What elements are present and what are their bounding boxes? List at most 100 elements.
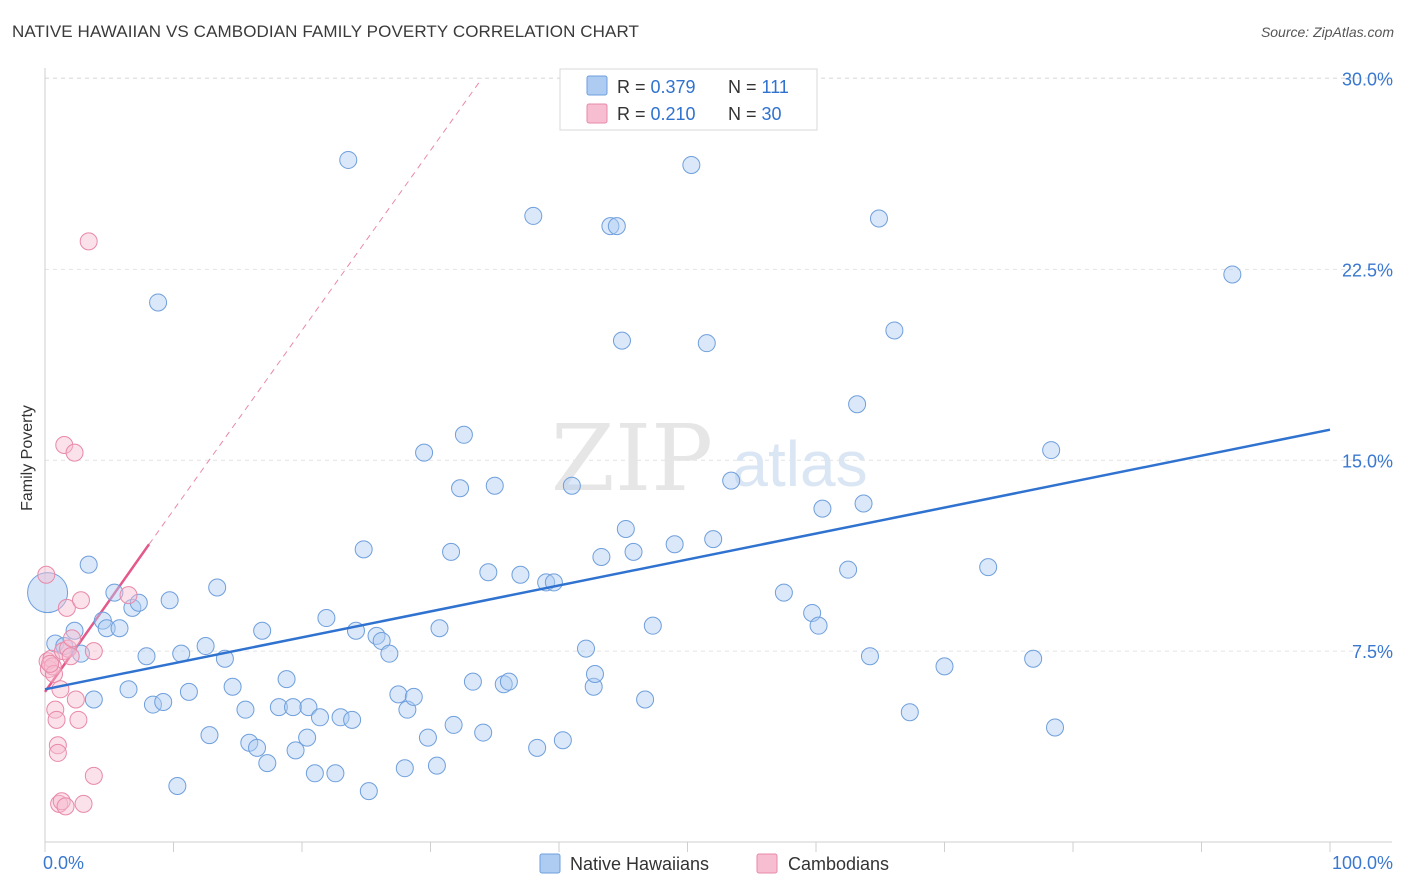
native-hawaiian-point	[722, 471, 741, 490]
native-hawaiian-point	[682, 156, 701, 175]
y-tick-label: 30.0%	[1342, 70, 1393, 90]
stats-swatch-pink	[586, 103, 608, 124]
native-hawaiian-point	[860, 647, 879, 666]
native-hawaiian-point	[1046, 718, 1065, 737]
native-hawaiian-point	[704, 530, 723, 549]
native-hawaiian-point	[404, 687, 423, 706]
cambodian-point	[66, 690, 85, 709]
native-hawaiian-point	[380, 644, 399, 663]
cambodian-point	[74, 794, 93, 813]
cambodian-point	[48, 736, 67, 755]
native-hawaiian-point	[208, 578, 227, 597]
native-hawaiian-point	[576, 639, 595, 658]
svg-text:R = 0.379: R = 0.379	[617, 77, 696, 97]
x-tick-label: 100.0%	[1332, 853, 1393, 873]
stats-n-value-2: 30	[762, 104, 782, 124]
native-hawaiian-trend	[44, 428, 1331, 691]
cambodian-point	[119, 586, 138, 605]
native-hawaiian-point	[553, 731, 572, 750]
legend-label-cambodians: Cambodians	[788, 854, 889, 874]
native-hawaiian-point	[354, 540, 373, 559]
watermark-atlas: atlas	[732, 428, 867, 500]
native-hawaiian-point	[79, 555, 98, 574]
cambodian-point	[51, 680, 70, 699]
stats-r-value-1: 0.379	[651, 77, 696, 97]
cambodian-point	[62, 629, 81, 648]
native-hawaiian-point	[359, 782, 378, 801]
native-hawaiian-point	[367, 626, 386, 645]
native-hawaiian-point	[869, 209, 888, 228]
cambodian-point	[57, 598, 76, 617]
native-hawaiian-point	[317, 609, 336, 628]
cambodian-trendline-extension	[148, 78, 483, 545]
native-hawaiian-point	[1042, 441, 1061, 460]
native-hawaiian-point	[499, 672, 518, 691]
native-hawaiian-point	[636, 690, 655, 709]
bottom-legend: Native Hawaiians Cambodians	[539, 853, 889, 874]
native-hawaiian-point	[236, 700, 255, 719]
native-hawaiian-point	[1223, 265, 1242, 284]
cambodian-point	[43, 657, 62, 676]
cambodian-point	[55, 435, 74, 454]
cambodian-point	[56, 797, 75, 816]
native-hawaiian-point	[616, 519, 635, 538]
native-hawaiian-point	[27, 572, 69, 614]
native-hawaiian-point	[269, 698, 288, 717]
native-hawaiian-point	[451, 479, 470, 498]
native-hawaiian-point	[395, 759, 414, 778]
native-hawaiian-point	[339, 150, 358, 169]
native-hawaiian-point	[900, 703, 919, 722]
native-hawaiian-point	[277, 670, 296, 689]
native-hawaiian-point	[813, 499, 832, 518]
stats-r-value-2: 0.210	[651, 104, 696, 124]
cambodian-points	[37, 232, 138, 816]
cambodian-point	[84, 642, 103, 661]
watermark: ZIP atlas	[551, 405, 868, 512]
native-hawaiian-point	[97, 619, 116, 638]
native-hawaiian-point	[511, 565, 530, 584]
native-hawaiian-point	[854, 494, 873, 513]
native-hawaiian-point	[665, 535, 684, 554]
stats-n-value-1: 111	[762, 77, 789, 97]
native-hawaiian-point	[601, 217, 620, 236]
native-hawaiian-point	[839, 560, 858, 579]
cambodian-point	[71, 591, 90, 610]
legend-label-native-hawaiians: Native Hawaiians	[570, 854, 709, 874]
legend-swatch-native-hawaiians	[539, 853, 561, 874]
native-hawaiian-point	[253, 621, 272, 640]
cambodian-trend	[43, 78, 483, 693]
native-hawaiian-point	[179, 682, 198, 701]
native-hawaiian-points	[27, 150, 1242, 801]
native-hawaiian-point	[154, 693, 173, 712]
y-tick-label: 15.0%	[1342, 451, 1393, 471]
cambodian-point	[84, 766, 103, 785]
stats-swatch-blue	[586, 75, 608, 96]
cambodian-point	[44, 665, 63, 684]
native-hawaiian-point	[494, 675, 513, 694]
native-hawaiian-point	[885, 321, 904, 340]
native-hawaiian-point	[305, 764, 324, 783]
native-hawaiian-point	[168, 777, 187, 796]
native-hawaiian-point	[196, 637, 215, 656]
native-hawaiian-point	[137, 647, 156, 666]
legend-swatch-cambodians	[756, 853, 778, 874]
x-tick-label: 0.0%	[43, 853, 84, 873]
native-hawaiian-point	[643, 616, 662, 635]
native-hawaiian-point	[479, 563, 498, 582]
native-hawaiian-point	[585, 665, 604, 684]
native-hawaiian-point	[310, 708, 329, 727]
native-hawaiian-point	[389, 685, 408, 704]
tick-labels: 7.5% 15.0% 22.5% 30.0% 0.0% 100.0%	[43, 70, 1393, 874]
native-hawaiian-point	[427, 756, 446, 775]
svg-text:R = 0.210: R = 0.210	[617, 104, 696, 124]
native-hawaiian-point	[979, 558, 998, 577]
cambodian-point	[65, 443, 84, 462]
native-hawaiian-point	[326, 764, 345, 783]
stats-n-label-2: N =	[728, 104, 762, 124]
native-hawaiian-point	[524, 206, 543, 225]
native-hawaiian-point	[463, 672, 482, 691]
cambodian-trendline	[43, 543, 151, 693]
native-hawaiian-point	[129, 593, 148, 612]
native-hawaiian-point	[248, 738, 267, 757]
cambodian-point	[47, 710, 66, 729]
